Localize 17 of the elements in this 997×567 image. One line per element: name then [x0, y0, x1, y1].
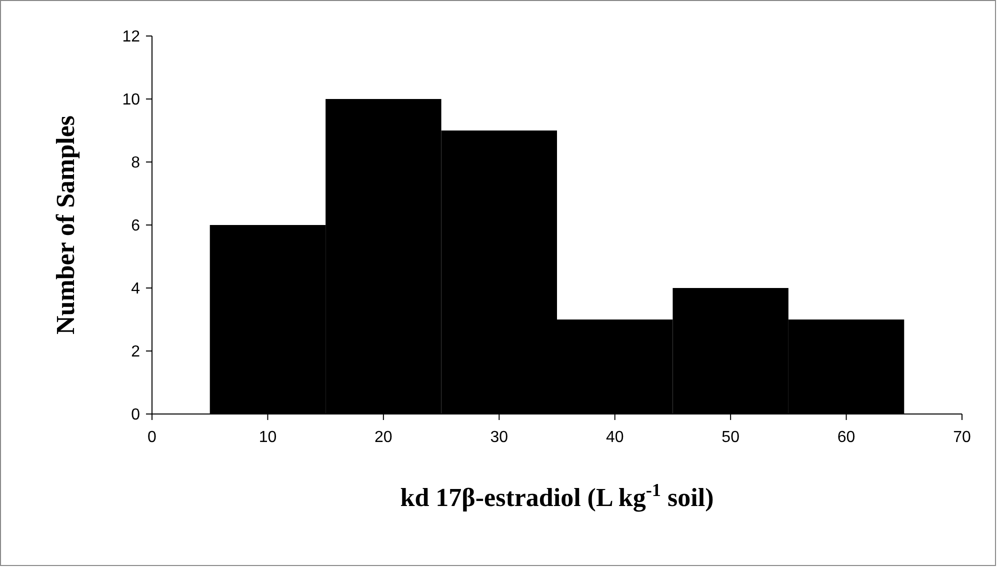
y-tick-label: 4 [131, 280, 140, 298]
x-axis-title: kd 17β-estradiol (L kg$^{-1}$ soil) [400, 480, 714, 512]
x-tick-label: 30 [490, 429, 508, 446]
x-tick-label: 70 [953, 429, 971, 446]
x-tick-label: 20 [374, 429, 392, 446]
y-tick-label: 12 [122, 28, 140, 46]
x-tick-label: 50 [722, 429, 740, 446]
y-tick-label: 8 [131, 154, 140, 172]
x-tick-label: 10 [258, 429, 277, 446]
x-tick-label: 0 [148, 429, 157, 446]
y-tick-label: 0 [131, 406, 140, 424]
y-tick-label: 10 [122, 92, 140, 109]
y-tick-label: 2 [131, 344, 140, 361]
y-axis-title: Number of Samples [51, 115, 80, 335]
y-tick-label: 6 [131, 218, 140, 235]
x-tick-label: 60 [837, 429, 856, 446]
x-tick-label: 40 [606, 429, 624, 446]
